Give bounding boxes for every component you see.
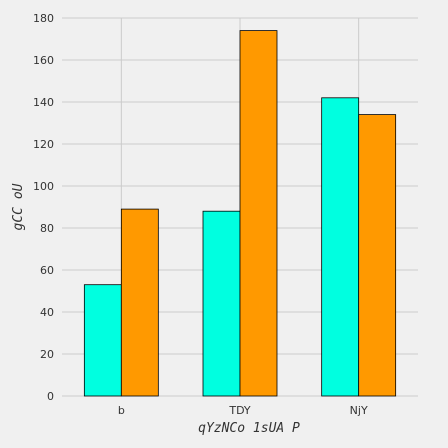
bar-series-2-b <box>120 208 159 397</box>
bar-series-1-b <box>83 284 122 397</box>
x-tick-labels: b TDY NjY <box>118 404 368 417</box>
y-axis-title: gCC oU <box>11 183 26 230</box>
bar-series-1-NjY <box>321 97 360 397</box>
bar-series-2-NjY <box>358 114 397 397</box>
x-tick-label: NjY <box>350 404 368 417</box>
bar-series-2-TDY <box>239 30 278 397</box>
y-tick-label: 0 <box>47 390 54 403</box>
y-tick-label: 20 <box>40 348 54 361</box>
x-tick-label: TDY <box>228 404 251 417</box>
y-tick-label: 160 <box>33 54 54 67</box>
y-tick-labels: 0 20 40 60 80 100 120 140 160 180 <box>33 12 54 403</box>
y-tick-label: 60 <box>40 264 54 277</box>
y-tick-label: 100 <box>33 180 54 193</box>
y-tick-label: 140 <box>33 96 54 109</box>
bars-layer <box>83 30 397 397</box>
y-tick-label: 40 <box>40 306 54 319</box>
y-tick-label: 80 <box>40 222 54 235</box>
bar-series-1-TDY <box>202 210 241 397</box>
x-tick-label: b <box>118 404 125 417</box>
x-axis-title: qYzNCo 1sUA P <box>198 421 300 436</box>
y-tick-label: 180 <box>33 12 54 25</box>
y-tick-label: 120 <box>33 138 54 151</box>
